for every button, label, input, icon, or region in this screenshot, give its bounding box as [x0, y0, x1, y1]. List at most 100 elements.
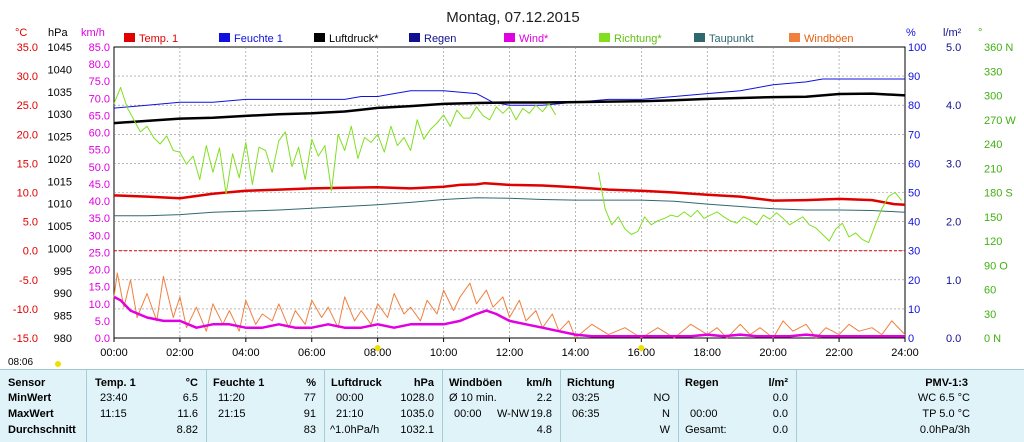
- avg-row-label: Durchschnitt: [8, 424, 76, 436]
- min-row-label: MinWert: [8, 392, 52, 404]
- pressure-tick-label: 1045: [48, 42, 72, 54]
- pressure-min-time: 00:00: [336, 392, 364, 404]
- wind-tick-label: 40.0: [89, 196, 110, 208]
- humidity-max-time: 21:15: [218, 408, 246, 420]
- wind-tick-label: 25.0: [89, 247, 110, 259]
- humidity-unit: %: [306, 377, 316, 389]
- temp-min: 6.5: [182, 392, 198, 404]
- wind-tick-label: 0.0: [95, 333, 110, 345]
- pressure-tick-label: 1040: [48, 64, 72, 76]
- time-marker: [374, 345, 381, 351]
- legend-label: Taupunkt: [709, 33, 754, 45]
- pressure-min: 1028.0: [400, 392, 434, 404]
- pressure-tick-label: 980: [54, 333, 72, 345]
- axis-unit-label: hPa: [48, 27, 68, 39]
- pressure-tick-label: 985: [54, 311, 72, 323]
- temp-avg: 8.82: [176, 424, 198, 436]
- legend-swatch: [219, 33, 230, 42]
- humidity-max: 91: [303, 408, 316, 420]
- temp-tick-label: -10.0: [13, 304, 38, 316]
- direction-min: NO: [653, 392, 671, 404]
- direction-tick-label: 30: [984, 309, 996, 321]
- legend-swatch: [599, 33, 610, 42]
- axis-unit-label: °C: [15, 27, 27, 39]
- series-line: [598, 172, 903, 244]
- humidity-header: Feuchte 1: [213, 377, 265, 389]
- series-line: [113, 295, 905, 338]
- temp-header: Temp. 1: [95, 377, 136, 389]
- pressure-tick-label: 1000: [48, 243, 72, 255]
- legend-label: Regen: [424, 33, 456, 45]
- wind-tick-label: 10.0: [89, 299, 110, 311]
- weather-chart: Montag, 07.12.2015 Temp. 1 Feuchte 1 Luftd…: [13, 9, 1016, 367]
- temp-unit: °C: [185, 377, 198, 389]
- legend-label: Luftdruck*: [329, 33, 379, 45]
- temp-tick-label: 20.0: [17, 129, 38, 141]
- pmv-dewpoint: TP 5.0 °C: [922, 408, 970, 420]
- pmv-windchill: WC 6.5 °C: [917, 392, 970, 404]
- gusts-header: Windböen: [449, 377, 503, 389]
- humidity-avg: 83: [303, 424, 316, 436]
- time-marker: [638, 345, 645, 351]
- wind-tick-label: 85.0: [89, 42, 110, 54]
- x-tick-label: 06:00: [298, 347, 326, 359]
- temp-tick-label: 25.0: [17, 100, 38, 112]
- statistics-panel: Sensor MinWert MaxWert Durchschnitt Temp…: [0, 369, 1024, 442]
- x-tick-label: 04:00: [232, 347, 260, 359]
- wind-tick-label: 35.0: [89, 213, 110, 225]
- axis-unit-label: km/h: [81, 27, 105, 39]
- separator: [678, 370, 679, 442]
- pressure-trend: ^1.0hPa/h: [330, 424, 380, 436]
- temp-max: 11.6: [177, 408, 198, 420]
- pmv-pressure-trend: 0.0hPa/3h: [919, 424, 970, 436]
- humidity-min-time: 11:20: [218, 392, 245, 404]
- separator: [442, 370, 443, 442]
- humidity-tick-label: 60: [908, 158, 920, 170]
- direction-header: Richtung: [567, 377, 615, 389]
- wind-tick-label: 30.0: [89, 230, 110, 242]
- pressure-tick-label: 1035: [48, 87, 72, 99]
- gusts-unit: km/h: [526, 377, 552, 389]
- pressure-avg: 1032.1: [400, 424, 434, 436]
- legend-swatch: [124, 33, 135, 42]
- direction-tick-label: 0 N: [984, 333, 1001, 345]
- temp-tick-label: 15.0: [17, 158, 38, 170]
- direction-tick-label: 210: [984, 163, 1002, 175]
- humidity-tick-label: 90: [908, 71, 920, 83]
- rain-tick-label: 2.0: [946, 217, 961, 229]
- gusts-avg10: 2.2: [536, 392, 552, 404]
- wind-tick-label: 80.0: [89, 59, 110, 71]
- axis-unit-label: l/m²: [943, 27, 962, 39]
- sensor-header: Sensor: [8, 377, 46, 389]
- pressure-tick-label: 995: [54, 266, 72, 278]
- pressure-unit: hPa: [413, 377, 434, 389]
- humidity-tick-label: 80: [908, 100, 920, 112]
- separator: [324, 370, 325, 442]
- humidity-tick-label: 70: [908, 129, 920, 141]
- y-axes: 35.0 30.0 25.0 20.0 15.0 10.0 5.0 0.0 -5.0 -10.0 -…: [13, 42, 1016, 345]
- humidity-tick-label: 20: [908, 275, 920, 287]
- direction-tick-label: 90 O: [984, 260, 1008, 272]
- pressure-tick-label: 1015: [48, 176, 72, 188]
- humidity-tick-label: 10: [908, 304, 920, 316]
- pressure-tick-label: 1005: [48, 221, 72, 233]
- x-tick-label: 22:00: [825, 347, 853, 359]
- gusts-avg: 4.8: [536, 424, 552, 436]
- humidity-tick-label: 100: [908, 42, 926, 54]
- temp-tick-label: -15.0: [13, 333, 38, 345]
- axis-unit-label: °: [978, 27, 982, 39]
- legend-label: Temp. 1: [139, 33, 178, 45]
- legend-label: Feuchte 1: [234, 33, 283, 45]
- x-tick-label: 10:00: [430, 347, 458, 359]
- wind-tick-label: 70.0: [89, 93, 110, 105]
- rain-tick-label: 3.0: [946, 158, 961, 170]
- x-axis: 00:00 02:00 04:00 06:00 08:00 10:00 12:00 14:00…: [55, 338, 919, 367]
- wind-tick-label: 75.0: [89, 76, 110, 88]
- direction-tick-label: 120: [984, 236, 1002, 248]
- series-line: [114, 197, 906, 217]
- wind-tick-label: 55.0: [89, 145, 110, 157]
- pressure-tick-label: 1025: [48, 132, 72, 144]
- gusts-max-time: 00:00: [454, 408, 482, 420]
- max-row-label: MaxWert: [8, 408, 54, 420]
- series-line: [113, 86, 557, 195]
